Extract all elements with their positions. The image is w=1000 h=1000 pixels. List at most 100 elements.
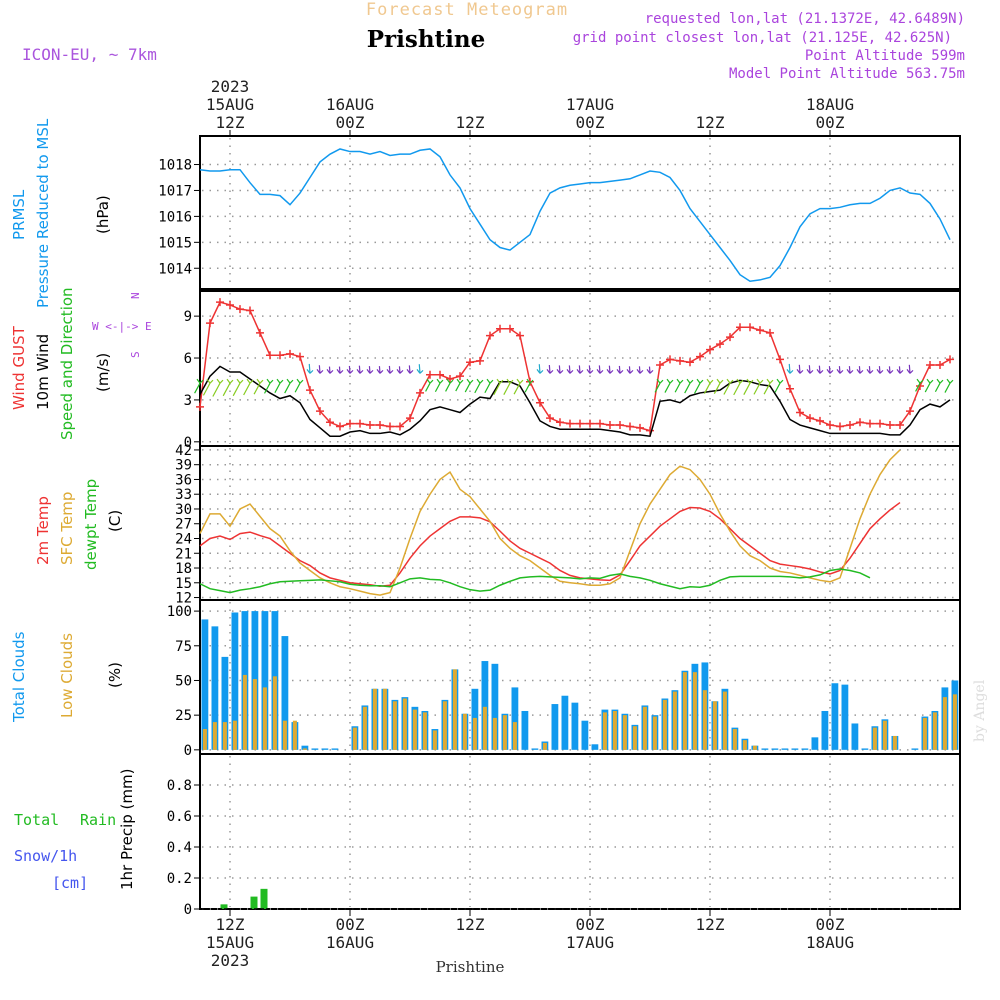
wind-arrow-head	[816, 369, 824, 374]
gust-marker	[716, 340, 724, 349]
y-tick-label: 30	[175, 502, 192, 518]
y-tick-label: 75	[175, 639, 192, 655]
gust-marker	[846, 421, 854, 430]
wind-arrow-head	[396, 369, 404, 374]
gust-marker	[906, 407, 914, 416]
total-clouds-label: Total Clouds	[10, 631, 28, 723]
wind-direction-arrow	[274, 382, 281, 394]
low-cloud-bar	[362, 706, 367, 750]
wind-arrow-head	[426, 378, 434, 384]
low-cloud-bar	[472, 717, 477, 750]
y-tick-label: 1014	[158, 261, 192, 277]
wind-arrow-head	[656, 378, 664, 384]
gust-marker	[776, 355, 784, 364]
wind-arrow-head	[476, 378, 484, 384]
wind-gust-series-line	[199, 301, 951, 432]
wind-direction-arrow	[858, 366, 861, 374]
gust-marker	[936, 361, 944, 370]
gust-marker	[806, 414, 814, 423]
wind-arrow-head	[206, 378, 214, 384]
gust-marker	[506, 324, 514, 333]
total-cloud-bar	[531, 748, 539, 750]
wind-direction-arrow	[898, 366, 901, 374]
percent-unit-label: (%)	[106, 662, 124, 688]
total-cloud-bar	[801, 748, 809, 750]
bottom-time-label: 15AUG	[206, 933, 254, 952]
wind-direction-arrow	[358, 365, 361, 374]
wind-arrow-head	[256, 378, 264, 384]
wind-direction-arrow	[253, 382, 261, 395]
low-cloud-bar	[442, 701, 447, 750]
wind-arrow-head	[666, 378, 674, 384]
wind-arrow-head	[636, 369, 644, 374]
gust-marker	[586, 419, 594, 428]
bottom-time-label: 00Z	[816, 915, 845, 934]
wind-arrow-head	[336, 369, 344, 374]
gust-marker	[546, 414, 554, 423]
wind-arrow-head	[266, 378, 274, 384]
total-cloud-bar	[221, 656, 229, 750]
low-cloud-bar	[432, 730, 437, 750]
wind-arrow-head	[556, 369, 564, 374]
wind-arrow-head	[296, 378, 304, 384]
wind-direction-arrow	[538, 364, 541, 374]
y-tick-label: 0.6	[167, 809, 192, 825]
low-clouds-label: Low Clouds	[58, 633, 76, 718]
y-tick-label: 15	[175, 576, 192, 592]
gust-marker	[556, 418, 564, 427]
bottom-time-label: 00Z	[576, 915, 605, 934]
wind-direction-arrow	[598, 365, 601, 374]
wind-direction-arrow	[348, 365, 351, 374]
bottom-time-label: 00Z	[336, 915, 365, 934]
wind-arrow-head	[876, 369, 884, 374]
wind-direction-arrow	[243, 382, 251, 396]
gust-marker	[596, 419, 604, 428]
low-cloud-bar	[732, 729, 737, 750]
low-cloud-bar	[622, 715, 627, 750]
top-time-label: 15AUG	[206, 95, 254, 114]
requested-coords: requested lon,lat (21.1372E, 42.6489N)	[645, 11, 965, 27]
wind-direction-arrow	[294, 382, 301, 393]
wind-arrow-head	[326, 369, 334, 374]
gust-marker	[886, 421, 894, 430]
gust-marker	[206, 319, 214, 328]
wind-arrow-head	[216, 378, 224, 384]
top-time-label: 12Z	[456, 113, 485, 132]
dewpt-temp-label: dewpt Temp	[82, 479, 100, 570]
y-tick-label: 18	[175, 561, 192, 577]
low-cloud-bar	[712, 701, 717, 750]
total-cloud-bar	[481, 661, 489, 750]
bottom-time-label: 16AUG	[326, 933, 374, 952]
total-cloud-bar	[581, 720, 589, 750]
wind-direction-arrow	[328, 366, 331, 374]
y-tick-label: 0.8	[167, 778, 192, 794]
low-cloud-bar	[742, 740, 747, 750]
gust-marker	[356, 419, 364, 428]
gust-marker	[706, 345, 714, 354]
y-tick-label: 9	[184, 309, 192, 325]
wind-direction-arrow	[388, 365, 391, 374]
y-tick-label: 42	[175, 443, 192, 459]
gust-marker	[576, 419, 584, 428]
gust-marker	[796, 408, 804, 417]
wind-direction-arrow	[558, 365, 561, 374]
top-time-label: 18AUG	[806, 95, 854, 114]
cm-unit-label: [cm]	[52, 874, 88, 892]
wind-arrow-head	[196, 378, 204, 384]
wind-arrow-head	[596, 369, 604, 374]
speed-direction-label: Speed and Direction	[58, 287, 76, 440]
y-tick-label: 12	[175, 591, 192, 607]
total-cloud-bar	[551, 704, 559, 750]
wind-direction-arrow	[524, 382, 531, 393]
low-cloud-bar	[232, 720, 237, 750]
wind-direction-arrow	[474, 382, 481, 394]
wind-arrow-head	[506, 378, 514, 384]
y-tick-label: 0	[184, 902, 192, 918]
total-cloud-bar	[861, 748, 869, 750]
wind-arrow-head	[406, 369, 414, 374]
bottom-time-label: 12Z	[456, 915, 485, 934]
total-cloud-bar	[781, 748, 789, 750]
model-label: ICON-EU, ~ 7km	[22, 45, 157, 64]
wind-arrow-head	[376, 369, 384, 374]
gust-marker	[736, 323, 744, 332]
